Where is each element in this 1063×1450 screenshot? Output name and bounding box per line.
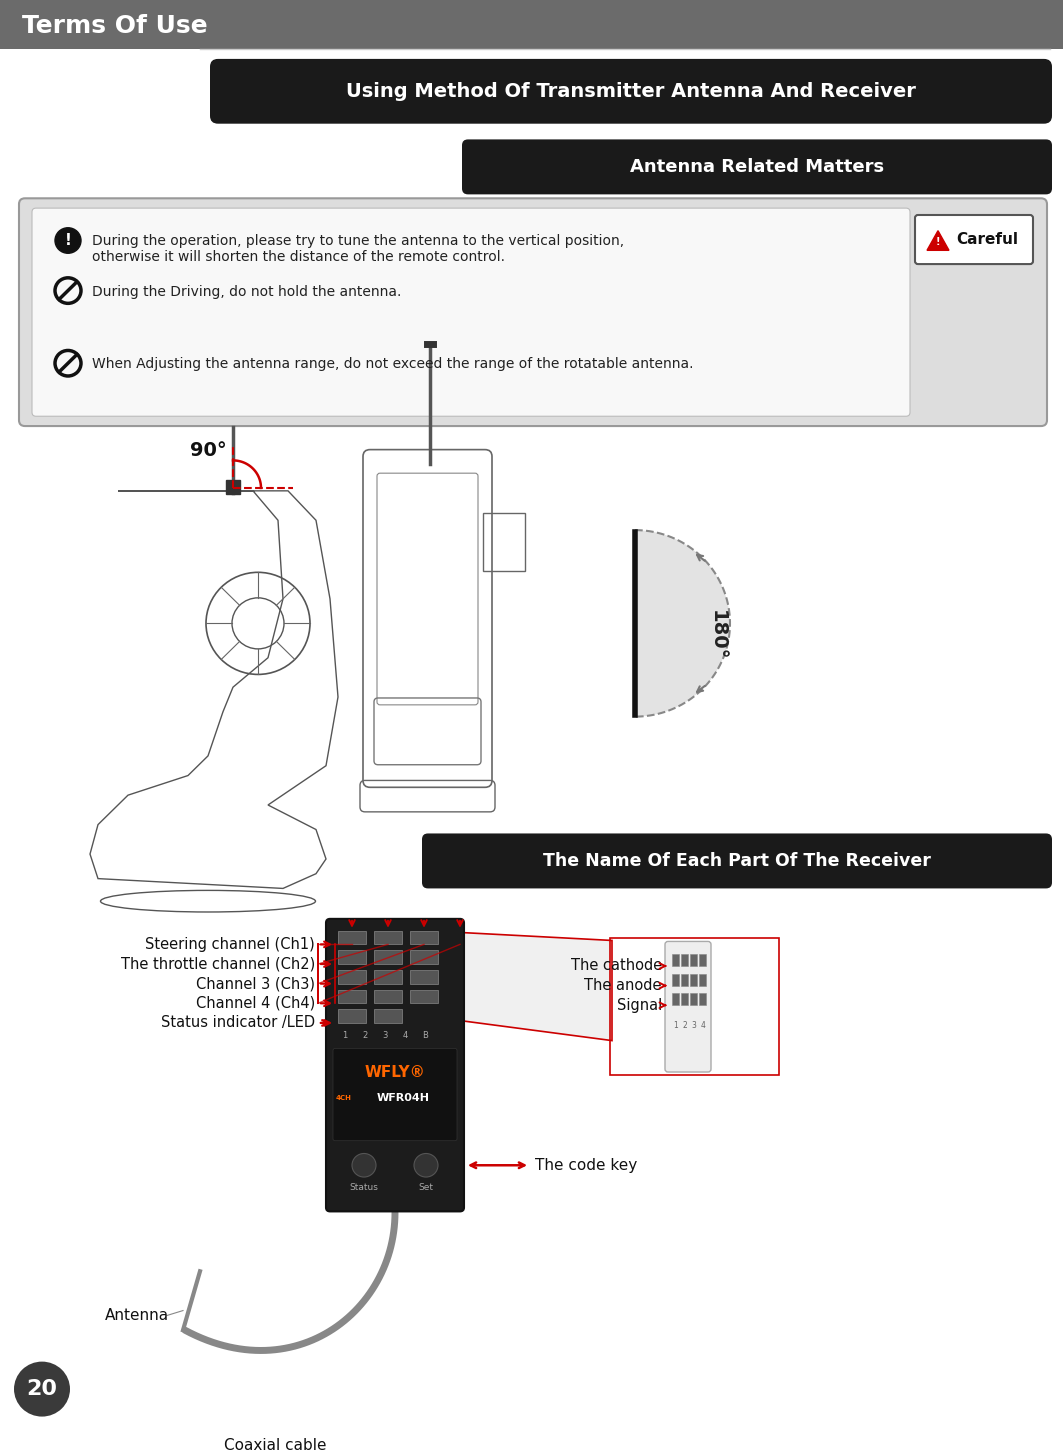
FancyBboxPatch shape bbox=[699, 974, 706, 986]
Text: Terms Of Use: Terms Of Use bbox=[22, 13, 207, 38]
Text: 2: 2 bbox=[362, 1031, 368, 1040]
Text: 3: 3 bbox=[383, 1031, 388, 1040]
Circle shape bbox=[352, 1154, 376, 1177]
FancyBboxPatch shape bbox=[338, 931, 366, 944]
Text: 20: 20 bbox=[27, 1379, 57, 1399]
Polygon shape bbox=[463, 932, 612, 1041]
FancyBboxPatch shape bbox=[690, 974, 697, 986]
FancyBboxPatch shape bbox=[699, 993, 706, 1005]
Text: The cathode: The cathode bbox=[571, 958, 662, 973]
Wedge shape bbox=[635, 531, 730, 716]
Text: Coaxial cable: Coaxial cable bbox=[223, 1438, 326, 1450]
Text: Channel 3 (Ch3): Channel 3 (Ch3) bbox=[196, 976, 315, 992]
FancyBboxPatch shape bbox=[338, 989, 366, 1003]
Text: !: ! bbox=[935, 238, 941, 248]
Text: Signal: Signal bbox=[617, 998, 662, 1012]
Text: 1: 1 bbox=[342, 1031, 348, 1040]
Text: 180°: 180° bbox=[708, 610, 726, 660]
FancyBboxPatch shape bbox=[462, 139, 1052, 194]
FancyBboxPatch shape bbox=[665, 941, 711, 1072]
FancyBboxPatch shape bbox=[672, 974, 679, 986]
FancyBboxPatch shape bbox=[681, 954, 688, 966]
Text: Channel 4 (Ch4): Channel 4 (Ch4) bbox=[196, 996, 315, 1011]
Text: WFLY®: WFLY® bbox=[365, 1064, 425, 1079]
FancyBboxPatch shape bbox=[0, 0, 1063, 49]
Circle shape bbox=[414, 1154, 438, 1177]
Text: The anode: The anode bbox=[585, 979, 662, 993]
Text: Antenna Related Matters: Antenna Related Matters bbox=[630, 158, 884, 175]
FancyBboxPatch shape bbox=[690, 993, 697, 1005]
FancyBboxPatch shape bbox=[672, 993, 679, 1005]
Text: 3: 3 bbox=[692, 1021, 696, 1031]
Text: Antenna: Antenna bbox=[105, 1308, 169, 1322]
FancyBboxPatch shape bbox=[210, 59, 1052, 123]
Text: Steering channel (Ch1): Steering channel (Ch1) bbox=[146, 937, 315, 951]
Text: 4CH: 4CH bbox=[336, 1095, 352, 1101]
FancyBboxPatch shape bbox=[681, 993, 688, 1005]
FancyBboxPatch shape bbox=[333, 1048, 457, 1141]
Text: 1: 1 bbox=[674, 1021, 678, 1031]
Polygon shape bbox=[927, 231, 949, 251]
FancyBboxPatch shape bbox=[374, 950, 402, 964]
Text: 2: 2 bbox=[682, 1021, 688, 1031]
FancyBboxPatch shape bbox=[690, 954, 697, 966]
FancyBboxPatch shape bbox=[338, 950, 366, 964]
FancyBboxPatch shape bbox=[410, 950, 438, 964]
FancyBboxPatch shape bbox=[338, 970, 366, 983]
Circle shape bbox=[55, 228, 81, 254]
FancyBboxPatch shape bbox=[374, 931, 402, 944]
Text: When Adjusting the antenna range, do not exceed the range of the rotatable anten: When Adjusting the antenna range, do not… bbox=[92, 357, 693, 371]
Text: 4: 4 bbox=[701, 1021, 706, 1031]
Text: The throttle channel (Ch2): The throttle channel (Ch2) bbox=[121, 957, 315, 972]
FancyBboxPatch shape bbox=[672, 954, 679, 966]
Text: Careful: Careful bbox=[956, 232, 1018, 246]
Text: WFR04H: WFR04H bbox=[376, 1092, 429, 1102]
Text: Status: Status bbox=[350, 1183, 378, 1192]
FancyBboxPatch shape bbox=[681, 974, 688, 986]
FancyBboxPatch shape bbox=[374, 1009, 402, 1022]
Text: Set: Set bbox=[419, 1183, 434, 1192]
Text: During the Driving, do not hold the antenna.: During the Driving, do not hold the ante… bbox=[92, 284, 402, 299]
FancyBboxPatch shape bbox=[410, 989, 438, 1003]
Text: !: ! bbox=[65, 233, 71, 248]
Text: Status indicator /LED: Status indicator /LED bbox=[161, 1015, 315, 1031]
Text: B: B bbox=[422, 1031, 428, 1040]
FancyBboxPatch shape bbox=[226, 480, 240, 494]
FancyBboxPatch shape bbox=[699, 954, 706, 966]
FancyBboxPatch shape bbox=[410, 931, 438, 944]
Text: During the operation, please try to tune the antenna to the vertical position,: During the operation, please try to tune… bbox=[92, 233, 624, 248]
FancyBboxPatch shape bbox=[422, 834, 1052, 889]
FancyBboxPatch shape bbox=[374, 970, 402, 983]
FancyBboxPatch shape bbox=[19, 199, 1047, 426]
Text: Using Method Of Transmitter Antenna And Receiver: Using Method Of Transmitter Antenna And … bbox=[347, 81, 916, 102]
Text: 90°: 90° bbox=[190, 441, 226, 460]
FancyBboxPatch shape bbox=[338, 1009, 366, 1022]
Text: The code key: The code key bbox=[535, 1157, 637, 1173]
FancyBboxPatch shape bbox=[410, 970, 438, 983]
Text: 4: 4 bbox=[403, 1031, 407, 1040]
Text: The Name Of Each Part Of The Receiver: The Name Of Each Part Of The Receiver bbox=[543, 853, 931, 870]
FancyBboxPatch shape bbox=[374, 989, 402, 1003]
FancyBboxPatch shape bbox=[326, 919, 465, 1211]
Circle shape bbox=[14, 1362, 70, 1417]
FancyBboxPatch shape bbox=[915, 215, 1033, 264]
Text: otherwise it will shorten the distance of the remote control.: otherwise it will shorten the distance o… bbox=[92, 251, 505, 264]
FancyBboxPatch shape bbox=[32, 209, 910, 416]
